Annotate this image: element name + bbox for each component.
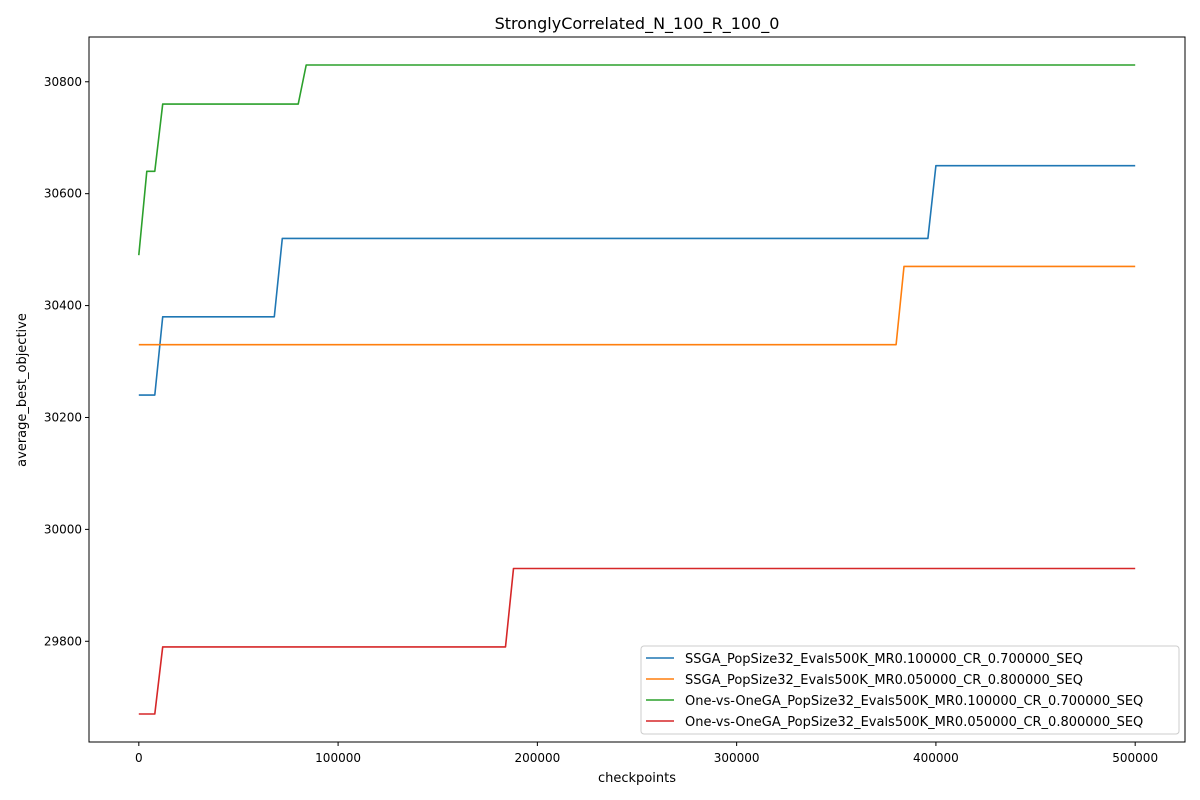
plot-frame xyxy=(88,36,1186,743)
x-tick-label: 500000 xyxy=(1112,751,1158,765)
legend-label-4: One-vs-OneGA_PopSize32_Evals500K_MR0.050… xyxy=(685,715,1143,730)
x-tick-label: 300000 xyxy=(714,751,760,765)
x-axis-label: checkpoints xyxy=(598,771,676,786)
plot-area xyxy=(88,36,1186,743)
legend-label-1: SSGA_PopSize32_Evals500K_MR0.100000_CR_0… xyxy=(685,652,1083,667)
series-line-3 xyxy=(138,64,1136,256)
y-axis-label: average_best_objective xyxy=(15,313,30,467)
legend-label-3: One-vs-OneGA_PopSize32_Evals500K_MR0.100… xyxy=(685,694,1143,709)
series-line-4 xyxy=(138,567,1136,715)
x-tick-label: 100000 xyxy=(315,751,361,765)
x-tick-label: 0 xyxy=(135,751,143,765)
legend-box xyxy=(640,645,1180,735)
legend-label-2: SSGA_PopSize32_Evals500K_MR0.050000_CR_0… xyxy=(685,673,1083,688)
x-axis-ticks: 0 100000 200000 300000 400000 500000 xyxy=(135,742,1158,765)
y-tick-label: 29800 xyxy=(44,634,82,648)
legend: SSGA_PopSize32_Evals500K_MR0.100000_CR_0… xyxy=(640,645,1180,735)
y-axis-ticks: 29800 30000 30200 30400 30600 30800 xyxy=(44,75,89,648)
x-tick-label: 400000 xyxy=(913,751,959,765)
series-layer xyxy=(138,64,1136,715)
chart-title: StronglyCorrelated_N_100_R_100_0 xyxy=(495,14,780,34)
y-tick-label: 30800 xyxy=(44,75,82,89)
y-tick-label: 30000 xyxy=(44,522,82,536)
series-line-1 xyxy=(138,164,1136,396)
y-tick-label: 30600 xyxy=(44,187,82,201)
y-tick-label: 30400 xyxy=(44,299,82,313)
series-line-2 xyxy=(138,265,1136,346)
y-tick-label: 30200 xyxy=(44,410,82,424)
x-tick-label: 200000 xyxy=(514,751,560,765)
